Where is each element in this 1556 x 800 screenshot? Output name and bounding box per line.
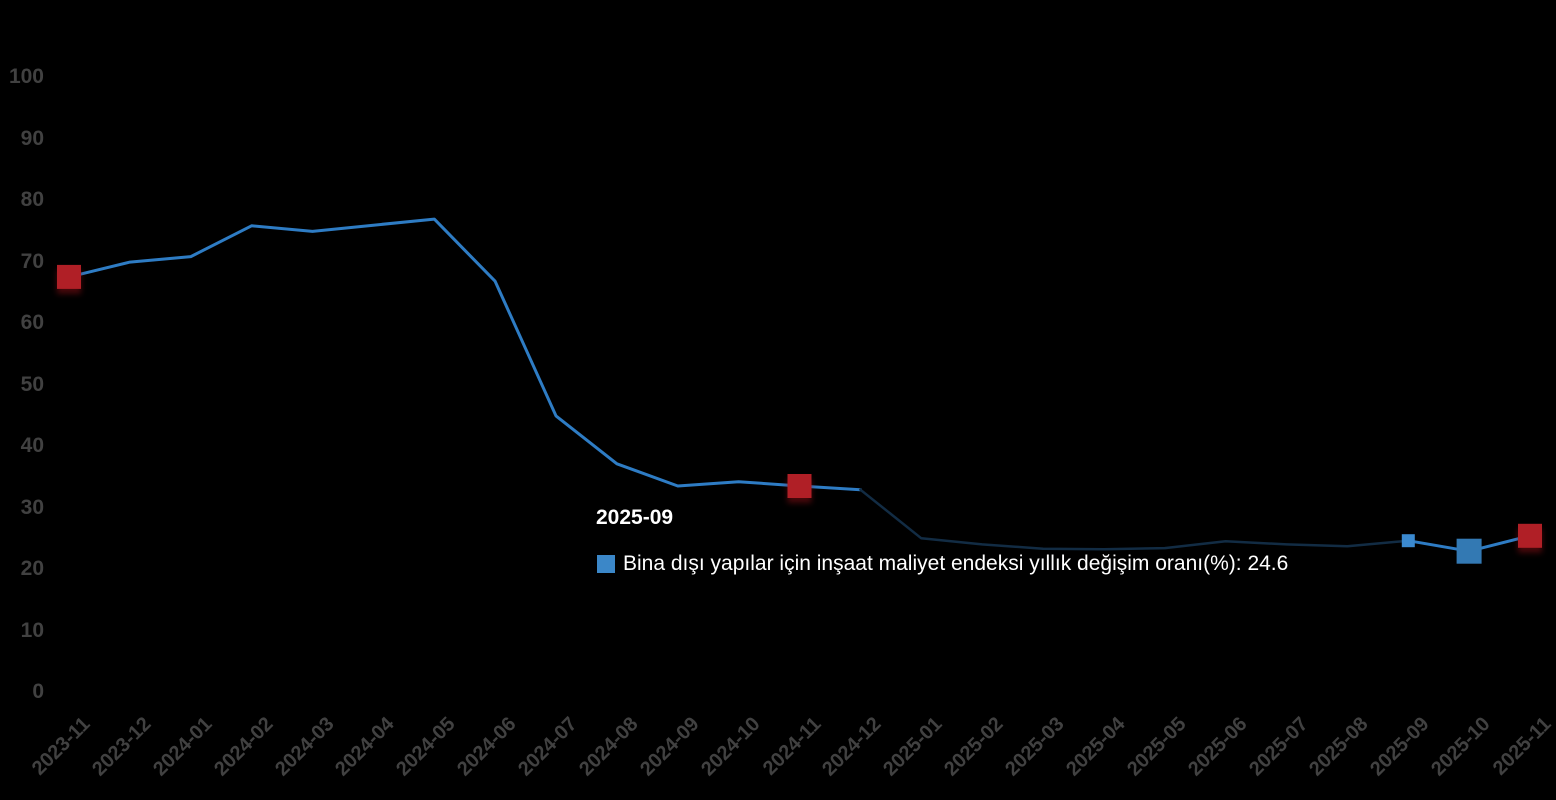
- tooltip: 2025-09 Bina dışı yapılar için inşaat ma…: [596, 505, 1288, 575]
- y-axis-label: 90: [20, 127, 44, 150]
- data-point-marker-2025-10[interactable]: [1456, 538, 1482, 564]
- data-point-marker-2025-11[interactable]: [1518, 523, 1542, 548]
- tooltip-title: 2025-09: [596, 506, 674, 529]
- y-axis-label: 80: [20, 188, 44, 211]
- tooltip-separator: :: [1235, 552, 1248, 575]
- y-axis-label: 50: [20, 373, 44, 396]
- y-axis-label: 60: [20, 311, 44, 334]
- y-axis-label: 20: [20, 557, 44, 580]
- y-axis-label: 30: [20, 496, 44, 519]
- tooltip-series-name: Bina dışı yapılar için inşaat maliyet en…: [623, 552, 1236, 575]
- y-axis-label: 10: [20, 619, 44, 642]
- tooltip-series-text: Bina dışı yapılar için inşaat maliyet en…: [623, 551, 1288, 577]
- series-swatch-icon: [597, 555, 615, 573]
- y-axis-label: 70: [20, 250, 44, 273]
- series-line-dim: [859, 488, 1410, 551]
- y-axis-label: 40: [20, 434, 44, 457]
- y-axis-label: 100: [8, 65, 44, 88]
- tooltip-value: 24.6: [1247, 552, 1289, 575]
- data-point-marker-2024-11[interactable]: [787, 474, 812, 498]
- y-axis-label: 0: [32, 680, 44, 703]
- data-point-marker-2023-11[interactable]: [57, 264, 81, 289]
- series-line-bright: [67, 217, 862, 492]
- data-point-marker-2025-09[interactable]: [1401, 534, 1415, 548]
- tooltip-series-row: Bina dışı yapılar için inşaat maliyet en…: [597, 551, 1288, 577]
